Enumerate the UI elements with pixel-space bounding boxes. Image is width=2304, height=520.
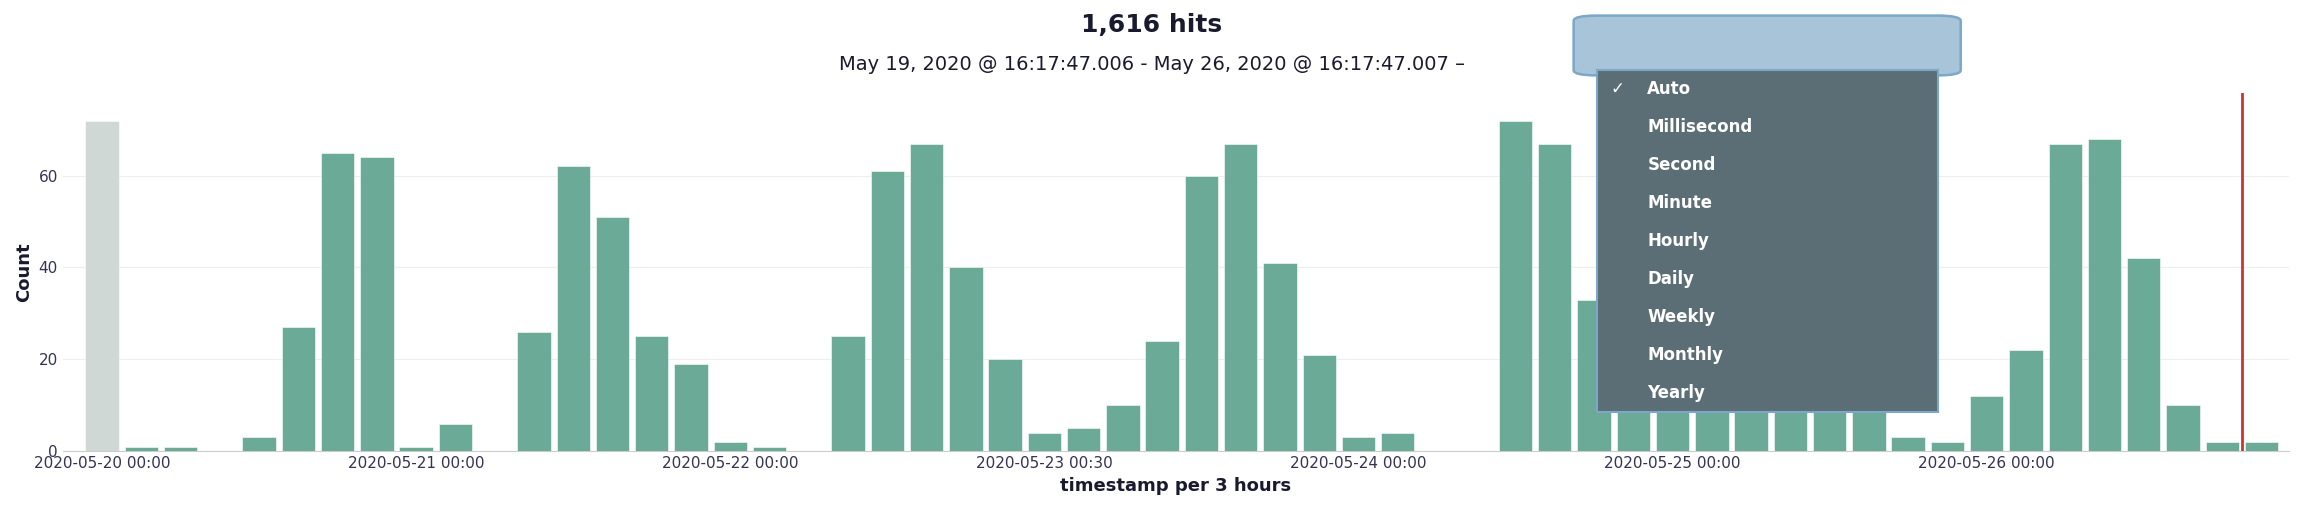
Bar <box>1852 364 1885 451</box>
Bar <box>871 171 903 451</box>
Text: ✓: ✓ <box>1610 80 1624 98</box>
Bar <box>1380 433 1415 451</box>
Text: Monthly: Monthly <box>1647 346 1723 364</box>
Bar <box>438 424 472 451</box>
Bar <box>2087 139 2122 451</box>
Bar <box>636 336 668 451</box>
X-axis label: timestamp per 3 hours: timestamp per 3 hours <box>1060 477 1293 495</box>
Bar <box>1184 176 1219 451</box>
Bar <box>1067 428 1101 451</box>
Bar <box>558 166 590 451</box>
Bar <box>1106 405 1140 451</box>
Text: May 19, 2020 @ 16:17:47.006 - May 26, 2020 @ 16:17:47.007 –: May 19, 2020 @ 16:17:47.006 - May 26, 20… <box>839 55 1465 74</box>
Bar <box>1028 433 1062 451</box>
Text: 1,616 hits: 1,616 hits <box>1081 13 1223 37</box>
Bar <box>1970 396 2004 451</box>
Bar <box>1931 442 1963 451</box>
Text: Weekly: Weekly <box>1647 308 1716 326</box>
Bar <box>597 217 629 451</box>
Bar <box>1539 144 1571 451</box>
Bar <box>1578 300 1610 451</box>
Bar <box>2048 144 2083 451</box>
Bar <box>164 447 198 451</box>
Bar <box>1341 437 1375 451</box>
Text: Auto: Auto <box>1647 80 1691 98</box>
Bar <box>910 144 942 451</box>
Bar <box>1892 437 1924 451</box>
Bar <box>399 447 433 451</box>
Bar <box>1145 341 1180 451</box>
Bar <box>1617 350 1650 451</box>
Text: Daily: Daily <box>1647 270 1693 288</box>
Bar <box>2009 350 2044 451</box>
Text: Second: Second <box>1647 156 1716 174</box>
Text: Hourly: Hourly <box>1647 232 1710 250</box>
Bar <box>242 437 276 451</box>
Bar <box>2127 258 2161 451</box>
Bar <box>124 447 159 451</box>
Bar <box>1223 144 1258 451</box>
Bar <box>1774 139 1806 451</box>
Bar <box>320 153 355 451</box>
Bar <box>2166 405 2200 451</box>
Bar <box>714 442 746 451</box>
Bar <box>1500 121 1532 451</box>
Bar <box>675 364 707 451</box>
Y-axis label: Count: Count <box>16 242 32 302</box>
Bar <box>2244 442 2279 451</box>
Bar <box>1657 322 1689 451</box>
Bar <box>988 359 1021 451</box>
Text: Minute: Minute <box>1647 194 1712 212</box>
Text: Millisecond: Millisecond <box>1647 118 1753 136</box>
Bar <box>1302 355 1336 451</box>
Bar <box>518 332 551 451</box>
Bar <box>1263 263 1297 451</box>
Bar <box>1735 189 1767 451</box>
Bar <box>1696 318 1728 451</box>
Bar <box>359 157 394 451</box>
Bar <box>281 327 316 451</box>
Bar <box>2205 442 2239 451</box>
Bar <box>832 336 864 451</box>
Text: Yearly: Yearly <box>1647 384 1705 402</box>
Bar <box>1813 226 1846 451</box>
Bar <box>949 267 982 451</box>
Bar <box>85 121 120 451</box>
Bar <box>753 447 786 451</box>
